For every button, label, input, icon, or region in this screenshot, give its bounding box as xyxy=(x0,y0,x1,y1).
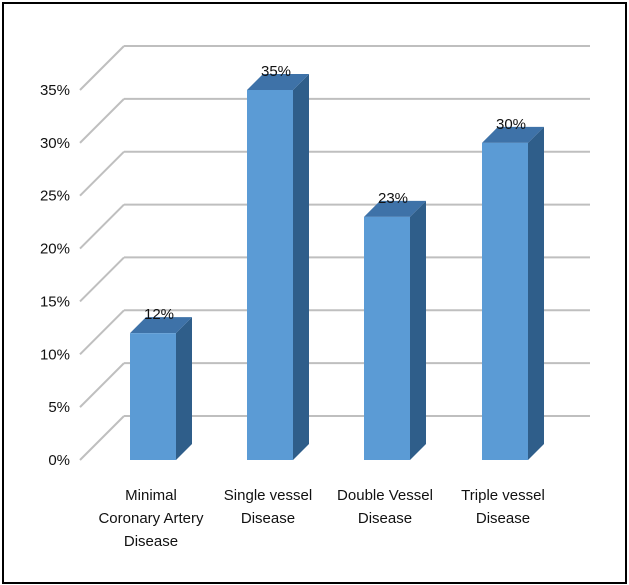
bar xyxy=(130,333,176,460)
x-category-label-line: Single vessel xyxy=(224,487,312,504)
gridline-side xyxy=(79,309,125,355)
x-category-label-line: Double Vessel xyxy=(337,487,433,504)
x-category-label-line: Disease xyxy=(358,510,412,527)
data-label: 23% xyxy=(378,190,408,207)
x-category-label-line: Disease xyxy=(476,510,530,527)
x-category-label-line: Minimal xyxy=(125,487,177,504)
x-category-label: Minimal Coronary Artery Disease xyxy=(98,487,204,550)
gridline-side xyxy=(79,45,125,91)
y-tick-label: 30% xyxy=(40,135,70,152)
bar-top xyxy=(130,317,192,334)
bar-top xyxy=(247,74,309,90)
bar-side xyxy=(176,317,192,460)
x-category-label: Triple vessel Disease xyxy=(461,487,545,527)
gridline-side xyxy=(79,362,125,408)
data-label: 12% xyxy=(144,306,174,323)
bar xyxy=(482,142,528,460)
gridline-side xyxy=(79,98,125,144)
x-category-label: Single vessel Disease xyxy=(224,487,312,527)
bar-top xyxy=(364,200,426,217)
bar-side xyxy=(410,200,426,460)
x-category-label: Double Vessel Disease xyxy=(337,487,433,527)
x-category-label-line: Disease xyxy=(124,533,178,550)
y-tick-label: 15% xyxy=(40,293,70,310)
bar-top xyxy=(482,126,544,143)
data-label: 30% xyxy=(496,116,526,133)
y-tick-label: 5% xyxy=(48,399,70,416)
gridline-side xyxy=(79,256,125,303)
x-category-label-line: Disease xyxy=(241,510,295,527)
x-category-label-line: Triple vessel xyxy=(461,487,545,504)
bar-side xyxy=(293,74,309,460)
x-category-label-line: Coronary Artery xyxy=(98,510,204,527)
bar xyxy=(247,90,293,460)
data-label: 35% xyxy=(261,63,291,80)
y-tick-label: 20% xyxy=(40,241,70,258)
bar xyxy=(364,216,410,460)
y-tick-label: 25% xyxy=(40,188,70,205)
y-tick-label: 35% xyxy=(40,82,70,99)
gridline-side xyxy=(79,151,125,197)
y-tick-label: 0% xyxy=(48,452,70,469)
gridline-side xyxy=(79,415,125,461)
bar-side xyxy=(528,126,544,460)
y-tick-label: 10% xyxy=(40,346,70,363)
gridline-side xyxy=(79,203,125,250)
